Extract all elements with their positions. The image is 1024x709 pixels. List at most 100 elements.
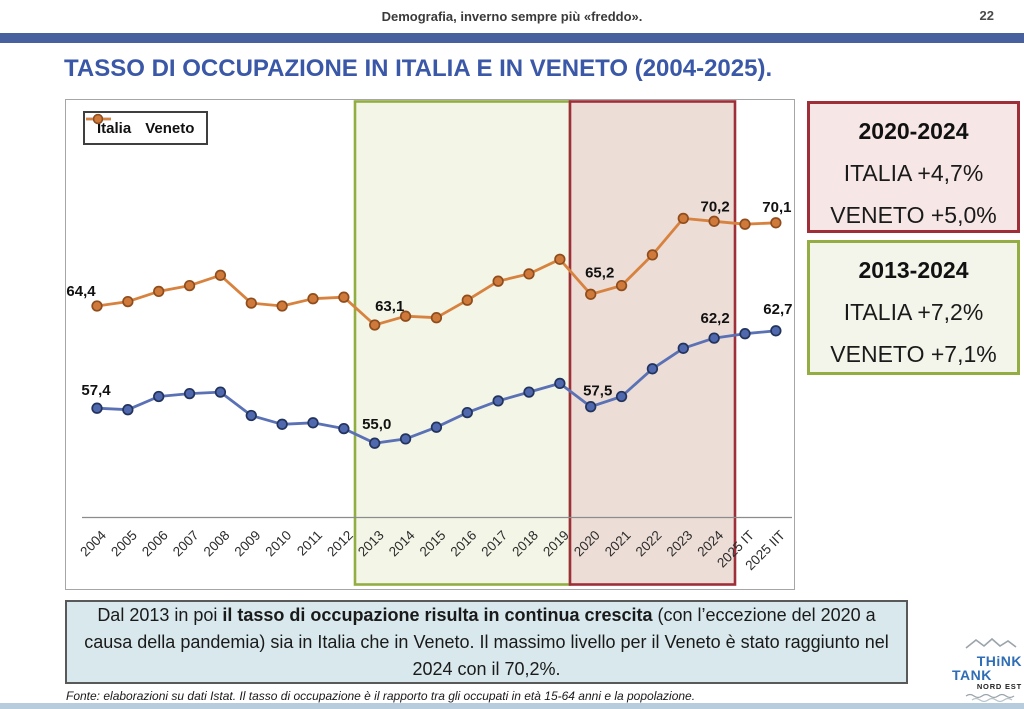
data-point-veneto-2021: [615, 279, 628, 292]
waves-icon: [965, 693, 1015, 702]
data-point-italia-2015: [430, 421, 443, 433]
data-point-italia-2006: [153, 390, 165, 403]
callout-heading: 2020-2024: [858, 118, 969, 144]
x-tick-label-2005: 2005: [108, 528, 140, 560]
data-label-italia-2013: 55,0: [362, 416, 391, 433]
data-point-veneto-2020: [585, 288, 597, 300]
data-point-italia-2005: [122, 404, 134, 416]
chart-canvas: 2004 2005 2006 2007 2008 2009 2010 2011 2012 2013…: [66, 100, 793, 586]
x-tick-label-2012: 2012: [324, 528, 356, 560]
data-point-veneto-2011: [307, 293, 319, 305]
data-point-veneto-2019: [554, 253, 566, 265]
data-label-veneto-2013: 63,1: [375, 298, 404, 315]
data-label-italia-2024: 62,2: [700, 310, 729, 327]
data-point-veneto-2007: [183, 279, 196, 292]
callout-line-italia: ITALIA +4,7%: [843, 160, 984, 186]
summary-text-pre: Dal 2013 in poi: [97, 604, 223, 625]
data-point-veneto-2016: [461, 294, 473, 306]
data-point-veneto-2013: [369, 319, 381, 331]
data-point-veneto-2024: [708, 215, 720, 227]
summary-text: Dal 2013 in poi il tasso di occupazione …: [81, 602, 893, 683]
data-point-veneto-2022: [646, 249, 659, 261]
x-tick-label-2004: 2004: [77, 527, 109, 559]
x-tick-label-2006: 2006: [139, 528, 171, 560]
data-point-italia-2009: [245, 409, 257, 422]
legend-label-veneto: Veneto: [145, 119, 195, 137]
data-label-italia-2004: 57,4: [81, 382, 111, 399]
x-tick-label-2011: 2011: [294, 528, 325, 559]
summary-text-post: (con l’eccezione del 2020 a causa della …: [84, 604, 889, 679]
data-point-italia-2016: [461, 406, 473, 419]
data-point-veneto-2009: [245, 297, 257, 309]
data-label-italia-2020: 57,5: [583, 383, 612, 400]
data-point-veneto-2012: [338, 291, 350, 303]
data-point-italia-2019: [554, 377, 566, 390]
data-point-italia-2025 IIT: [770, 325, 782, 337]
logo-nord-est: NORD EST: [976, 682, 1022, 691]
data-label-veneto-2025 IIT: 70,1: [762, 199, 791, 216]
legend-marker-veneto: [86, 113, 111, 125]
chart-legend: Italia Veneto: [83, 111, 209, 145]
data-point-italia-2021: [615, 390, 628, 403]
legend-item-veneto: Veneto: [86, 113, 195, 137]
x-tick-label-2007: 2007: [170, 528, 202, 560]
data-point-veneto-2004: [91, 300, 103, 312]
logo-think: THiNK: [976, 653, 1022, 669]
x-tick-label-2010: 2010: [262, 528, 294, 560]
legend-label-italia: Italia: [97, 119, 132, 137]
data-point-italia-2024: [708, 332, 720, 344]
slide-title: TASSO DI OCCUPAZIONE IN ITALIA E IN VENE…: [64, 55, 773, 82]
data-point-veneto-2017: [492, 275, 504, 287]
data-point-veneto-2014: [399, 310, 412, 322]
period-region-2020-2024: [568, 100, 737, 586]
data-point-italia-2023: [677, 342, 689, 354]
data-label-veneto-2020: 65,2: [585, 264, 614, 281]
logo-tank: TANK: [952, 667, 992, 683]
data-point-italia-2018: [523, 386, 535, 398]
source-note: Fonte: elaborazioni su dati Istat. Il ta…: [66, 689, 696, 703]
callout-line-italia: ITALIA +7,2%: [843, 299, 984, 325]
data-point-veneto-2015: [430, 312, 443, 324]
data-label-italia-2025 IIT: 62,7: [763, 301, 792, 318]
callout-line-veneto: VENETO +7,1%: [830, 341, 997, 367]
x-tick-label-2008: 2008: [201, 528, 233, 560]
data-point-veneto-2005: [122, 295, 134, 308]
header-title: Demografia, inverno sempre più «freddo».: [381, 9, 643, 24]
data-point-italia-2013: [369, 437, 381, 449]
summary-text-bold: il tasso di occupazione risulta in conti…: [222, 604, 653, 625]
data-label-veneto-2004: 64,4: [66, 283, 96, 300]
data-point-italia-2025 IT: [739, 328, 751, 340]
page-number: 22: [979, 8, 994, 23]
data-point-italia-2007: [183, 387, 196, 400]
legend-marker-dot: [92, 113, 104, 125]
data-point-italia-2008: [214, 386, 227, 398]
data-point-veneto-2010: [276, 300, 288, 312]
data-point-veneto-2025 IIT: [770, 217, 782, 229]
line-chart: 2004 2005 2006 2007 2008 2009 2010 2011 2012 2013…: [65, 99, 795, 590]
bottom-strip: [0, 703, 1024, 709]
callout-heading: 2013-2024: [858, 257, 969, 283]
think-tank-nord-est-logo: THiNK TANK NORD EST: [946, 637, 1022, 707]
data-point-italia-2011: [307, 417, 319, 429]
summary-text-box: Dal 2013 in poi il tasso di occupazione …: [65, 600, 908, 684]
mountains-icon: [965, 637, 1017, 649]
period-region-2013-2019: [353, 100, 572, 586]
callout-box-2020-2024: 2020-2024 ITALIA +4,7% VENETO +5,0%: [807, 101, 1020, 233]
x-tick-label-2009: 2009: [232, 528, 264, 560]
callout-line-veneto: VENETO +5,0%: [830, 202, 997, 228]
data-point-veneto-2023: [677, 212, 689, 225]
data-point-italia-2010: [276, 418, 288, 430]
data-point-italia-2012: [338, 422, 350, 435]
data-point-veneto-2018: [523, 268, 535, 280]
data-point-italia-2020: [585, 401, 597, 413]
callout-box-2013-2024: 2013-2024 ITALIA +7,2% VENETO +7,1%: [807, 240, 1020, 375]
data-point-veneto-2025 IT: [739, 218, 751, 230]
data-point-italia-2004: [91, 402, 103, 414]
data-point-italia-2017: [492, 395, 504, 407]
data-point-italia-2022: [646, 363, 659, 375]
data-point-veneto-2006: [153, 285, 165, 298]
data-point-veneto-2008: [214, 269, 227, 281]
data-point-italia-2014: [399, 433, 412, 445]
data-label-veneto-2024: 70,2: [700, 198, 729, 215]
